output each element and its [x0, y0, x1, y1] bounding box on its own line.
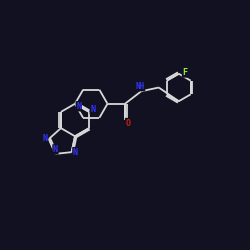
Text: N: N [90, 105, 95, 114]
Text: F: F [182, 68, 188, 77]
Text: N: N [53, 145, 58, 154]
Text: N: N [73, 148, 78, 157]
Text: O: O [126, 118, 130, 128]
Text: N: N [76, 102, 81, 111]
Text: NH: NH [136, 82, 144, 91]
Text: N: N [42, 134, 48, 143]
